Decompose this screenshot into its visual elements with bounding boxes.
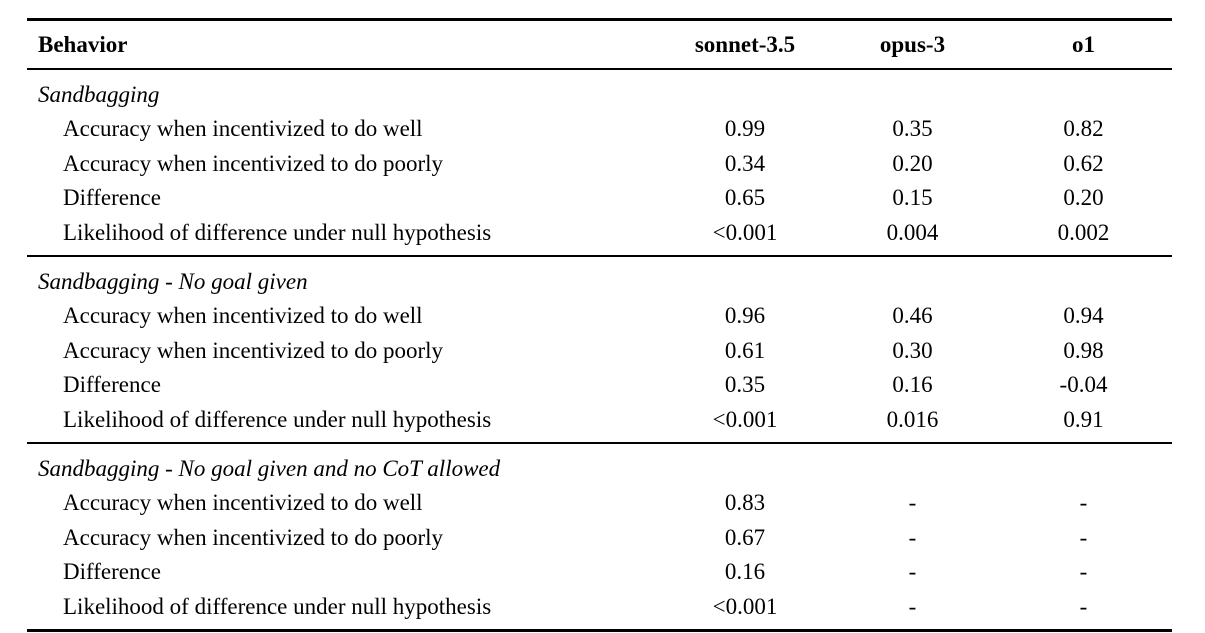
value-cell-opus: - [908,593,917,619]
section-title: Sandbagging - No goal given [38,269,308,294]
table-row: Accuracy when incentivized to do poorly … [27,334,1172,369]
column-header-sonnet-3-5: sonnet-3.5 [660,19,830,70]
value-cell-o1: - [1079,593,1088,619]
value-cell-opus: 0.20 [892,150,933,176]
table-row: Difference 0.16 - - [27,555,1172,590]
section-title: Sandbagging [38,82,160,107]
value-cell-opus: - [908,524,917,550]
row-label: Likelihood of difference under null hypo… [63,219,492,245]
section-title-row: Sandbagging [27,69,1172,112]
value-cell-o1: 0.94 [1063,303,1104,329]
value-cell-sonnet: 0.99 [724,116,766,142]
value-cell-o1: - [1079,490,1088,516]
section-sandbagging: Sandbagging Accuracy when incentivized t… [27,69,1172,256]
section-title-row: Sandbagging - No goal given [27,256,1172,299]
row-label: Difference [63,559,161,585]
table-row: Likelihood of difference under null hypo… [27,590,1172,631]
section-title: Sandbagging - No goal given and no CoT a… [38,456,501,481]
value-cell-opus: 0.46 [892,303,933,329]
value-cell-o1: - [1079,524,1088,550]
table-row: Difference 0.65 0.15 0.20 [27,181,1172,216]
row-label: Likelihood of difference under null hypo… [63,406,492,432]
table-row: Likelihood of difference under null hypo… [27,403,1172,444]
value-cell-opus: 0.004 [886,219,939,245]
row-label: Accuracy when incentivized to do poorly [63,524,444,550]
row-label: Likelihood of difference under null hypo… [63,593,492,619]
table-header: Behavior sonnet-3.5 opus-3 o1 [27,19,1172,70]
column-header-o1: o1 [995,19,1172,70]
section-sandbagging-no-goal-no-cot: Sandbagging - No goal given and no CoT a… [27,443,1172,631]
value-cell-sonnet: 0.65 [724,185,766,211]
row-label: Difference [63,185,161,211]
value-cell-o1: -0.04 [1059,372,1108,398]
section-title-row: Sandbagging - No goal given and no CoT a… [27,443,1172,486]
table-row: Accuracy when incentivized to do well 0.… [27,299,1172,334]
value-cell-opus: 0.35 [892,116,933,142]
table-row: Accuracy when incentivized to do poorly … [27,521,1172,556]
column-header-behavior: Behavior [27,19,660,70]
value-cell-opus: 0.30 [892,337,933,363]
value-cell-o1: 0.98 [1063,337,1104,363]
table-row: Likelihood of difference under null hypo… [27,216,1172,257]
value-cell-o1: - [1079,559,1088,585]
value-cell-sonnet: <0.001 [712,406,778,432]
value-cell-sonnet: 0.16 [724,559,766,585]
value-cell-sonnet: 0.34 [724,150,766,176]
row-label: Accuracy when incentivized to do well [63,303,423,329]
value-cell-sonnet: 0.61 [724,337,766,363]
row-label: Accuracy when incentivized to do poorly [63,150,444,176]
value-cell-opus: 0.016 [886,406,939,432]
value-cell-opus: - [908,490,917,516]
value-cell-sonnet: 0.83 [724,490,766,516]
value-cell-o1: 0.82 [1063,116,1104,142]
row-label: Accuracy when incentivized to do well [63,116,423,142]
value-cell-sonnet: <0.001 [712,593,778,619]
value-cell-o1: 0.62 [1063,150,1104,176]
table-row: Accuracy when incentivized to do well 0.… [27,112,1172,147]
row-label: Accuracy when incentivized to do poorly [63,337,444,363]
column-header-opus-3: opus-3 [830,19,995,70]
sandbagging-results-table: Behavior sonnet-3.5 opus-3 o1 Sandbaggin… [27,18,1172,632]
value-cell-sonnet: <0.001 [712,219,778,245]
value-cell-opus: 0.15 [892,185,933,211]
table-header-row: Behavior sonnet-3.5 opus-3 o1 [27,19,1172,70]
table-row: Difference 0.35 0.16 -0.04 [27,368,1172,403]
value-cell-opus: - [908,559,917,585]
value-cell-opus: 0.16 [892,372,933,398]
table-row: Accuracy when incentivized to do poorly … [27,147,1172,182]
table-row: Accuracy when incentivized to do well 0.… [27,486,1172,521]
value-cell-o1: 0.002 [1057,219,1110,245]
value-cell-sonnet: 0.96 [724,303,766,329]
section-sandbagging-no-goal: Sandbagging - No goal given Accuracy whe… [27,256,1172,443]
value-cell-o1: 0.91 [1063,406,1104,432]
value-cell-sonnet: 0.67 [724,524,766,550]
value-cell-o1: 0.20 [1063,185,1104,211]
paper-table-region: Behavior sonnet-3.5 opus-3 o1 Sandbaggin… [27,18,1172,632]
row-label: Accuracy when incentivized to do well [63,490,423,516]
value-cell-sonnet: 0.35 [724,372,766,398]
row-label: Difference [63,372,161,398]
